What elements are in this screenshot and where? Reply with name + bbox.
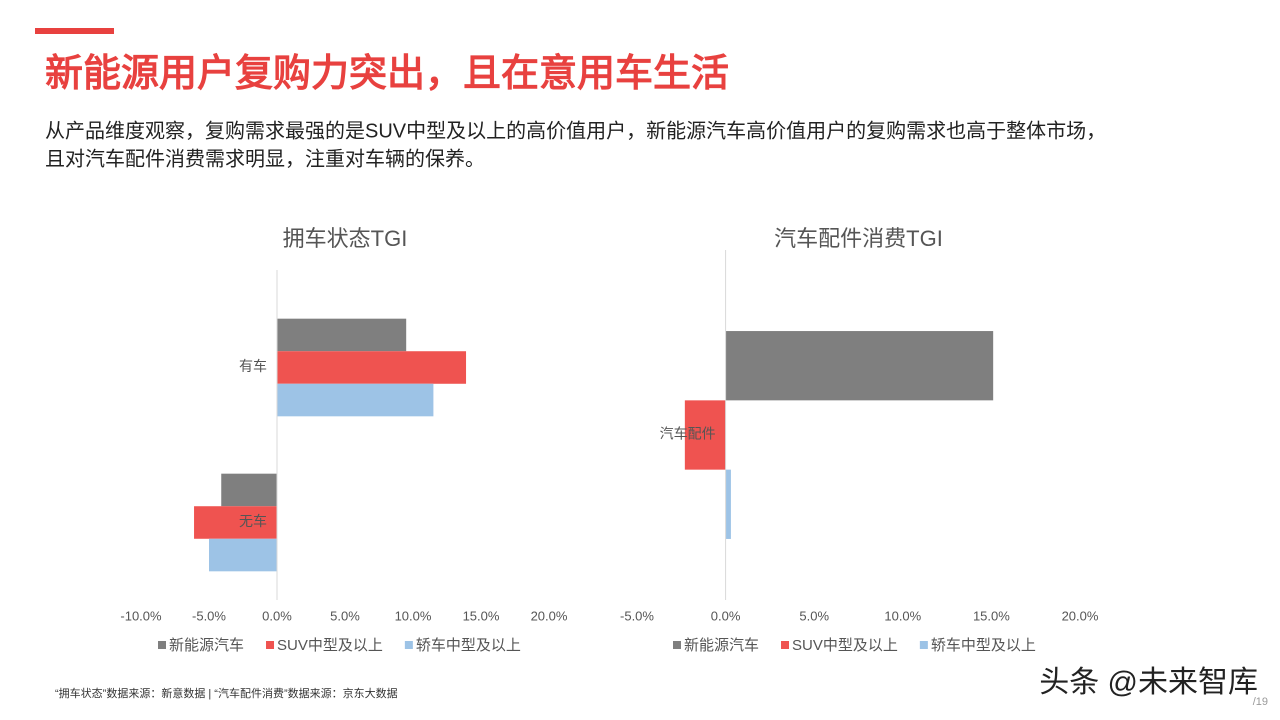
- bar: [194, 506, 277, 539]
- bar: [221, 473, 277, 507]
- x-tick-label: 20.0%: [531, 608, 568, 623]
- x-tick-label: -5.0%: [620, 608, 654, 623]
- legend-swatch: [673, 641, 681, 649]
- bar: [684, 400, 726, 470]
- legend-label: SUV中型及以上: [792, 637, 898, 654]
- subtitle-line: 且对汽车配件消费需求明显，注重对车辆的保养。: [45, 147, 485, 170]
- bar: [725, 331, 994, 401]
- x-tick-label: 15.0%: [463, 608, 500, 623]
- x-tick-label: -10.0%: [120, 608, 162, 623]
- category-label: 无车: [239, 513, 267, 529]
- legend-swatch: [919, 641, 928, 649]
- accent-bar: [35, 28, 114, 34]
- bar: [277, 383, 434, 417]
- legend-swatch: [266, 641, 275, 649]
- x-tick-label: 15.0%: [973, 608, 1010, 623]
- legend-swatch: [404, 641, 413, 649]
- subtitle-line: 从产品维度观察，复购需求最强的是SUV中型及以上的高价值用户，新能源汽车高价值用…: [45, 119, 1106, 142]
- watermark: 头条 @未来智库: [1039, 666, 1258, 699]
- chart-title: 汽车配件消费TGI: [774, 226, 943, 251]
- x-tick-label: 0.0%: [262, 608, 292, 623]
- legend-label: 轿车中型及以上: [931, 637, 1036, 654]
- category-label: 汽车配件: [660, 426, 716, 442]
- x-tick-label: 10.0%: [395, 608, 432, 623]
- x-tick-label: 10.0%: [884, 608, 921, 623]
- x-tick-label: -5.0%: [192, 608, 226, 623]
- bar: [277, 318, 407, 352]
- legend-label: 新能源汽车: [684, 637, 759, 654]
- slide-title: 新能源用户复购力突出，且在意用车生活: [45, 53, 729, 95]
- legend-swatch: [158, 641, 166, 649]
- bar: [277, 351, 467, 384]
- page-number: /19: [1253, 696, 1268, 708]
- bar: [209, 538, 277, 572]
- x-tick-label: 0.0%: [711, 608, 741, 623]
- legend-label: 新能源汽车: [169, 637, 244, 654]
- chart-title: 拥车状态TGI: [283, 226, 408, 251]
- legend-label: SUV中型及以上: [277, 637, 383, 654]
- legend-label: 轿车中型及以上: [416, 637, 521, 654]
- x-tick-label: 5.0%: [330, 608, 360, 623]
- x-tick-label: 20.0%: [1062, 608, 1099, 623]
- bar: [725, 469, 731, 539]
- footnote: “拥车状态”数据来源：新意数据 | “汽车配件消费”数据来源：京东大数据: [55, 686, 398, 700]
- legend-swatch: [781, 641, 790, 649]
- x-tick-label: 5.0%: [799, 608, 829, 623]
- category-label: 有车: [239, 358, 267, 374]
